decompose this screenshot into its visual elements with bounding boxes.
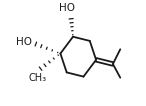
Text: HO: HO xyxy=(16,37,32,47)
Text: CH₃: CH₃ xyxy=(28,73,46,83)
Text: HO: HO xyxy=(59,3,75,13)
